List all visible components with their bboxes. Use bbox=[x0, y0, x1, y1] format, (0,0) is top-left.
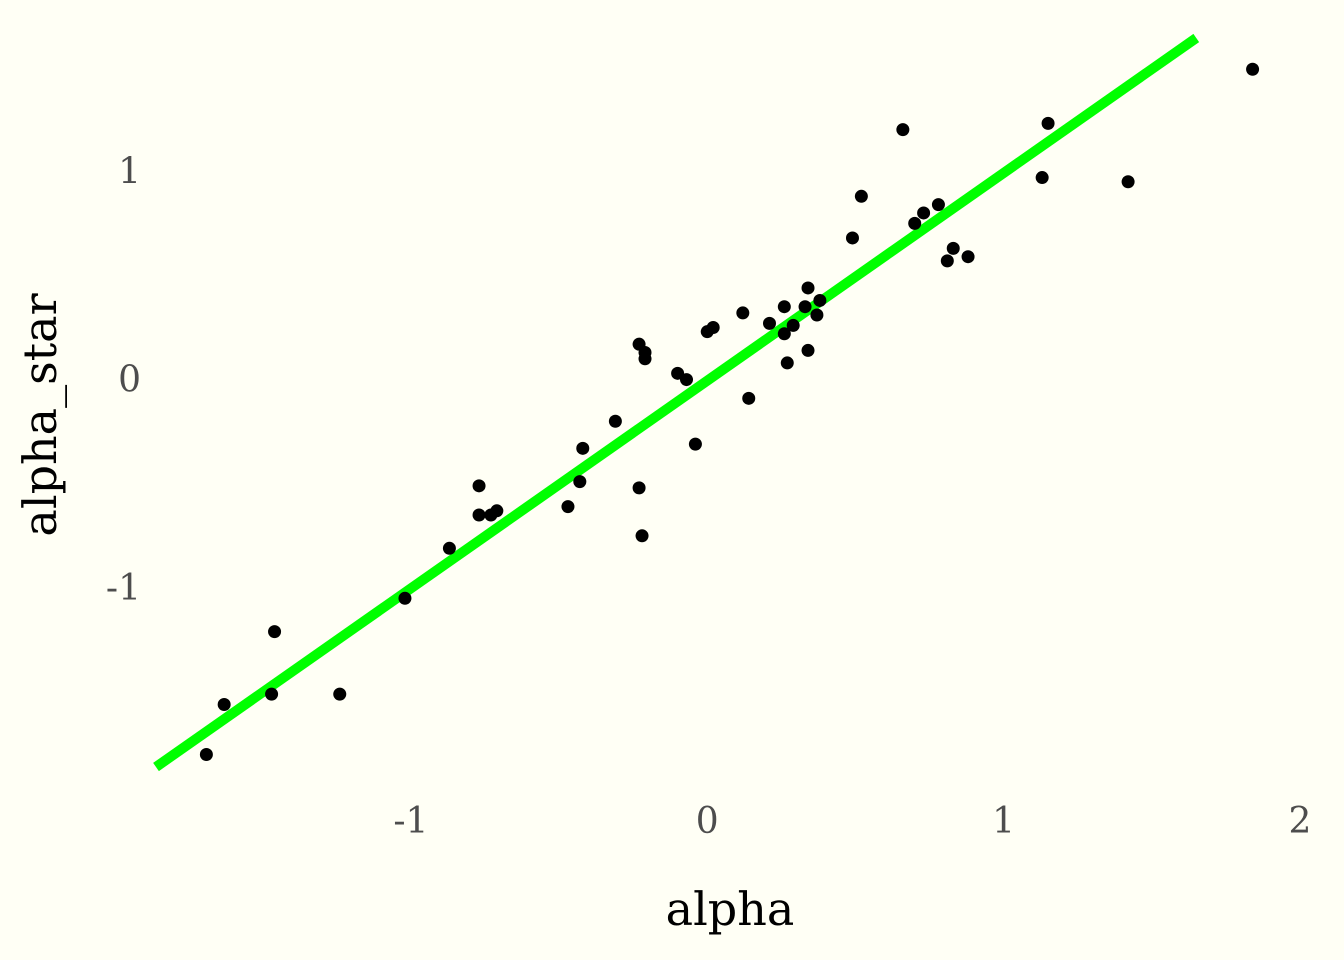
data-point bbox=[635, 529, 649, 543]
data-point bbox=[742, 391, 756, 405]
data-point bbox=[632, 481, 646, 495]
data-point bbox=[268, 625, 282, 639]
data-point bbox=[472, 479, 486, 493]
data-point bbox=[472, 508, 486, 522]
data-point bbox=[777, 327, 791, 341]
data-point bbox=[573, 475, 587, 489]
x-axis-title: alpha bbox=[666, 882, 795, 936]
data-point bbox=[801, 281, 815, 295]
fit-line bbox=[153, 33, 1200, 772]
data-point bbox=[333, 687, 347, 701]
y-tick-label: 0 bbox=[118, 360, 141, 401]
data-point bbox=[608, 414, 622, 428]
data-point bbox=[561, 500, 575, 514]
y-axis-ticks: -1 0 1 bbox=[106, 151, 141, 609]
data-point bbox=[780, 356, 794, 370]
data-point bbox=[801, 343, 815, 357]
data-point bbox=[1121, 175, 1135, 189]
data-point bbox=[442, 541, 456, 555]
data-point bbox=[706, 321, 720, 335]
data-point bbox=[398, 591, 412, 605]
data-point bbox=[940, 254, 954, 268]
x-tick-label: 2 bbox=[1289, 801, 1312, 842]
data-point bbox=[762, 316, 776, 330]
data-point bbox=[961, 250, 975, 264]
data-point bbox=[908, 216, 922, 230]
data-point bbox=[1035, 171, 1049, 185]
data-point bbox=[638, 352, 652, 366]
data-point bbox=[810, 308, 824, 322]
data-point bbox=[1041, 116, 1055, 130]
x-axis-ticks: -1 0 1 2 bbox=[393, 801, 1311, 842]
data-point bbox=[688, 437, 702, 451]
data-point bbox=[576, 441, 590, 455]
y-tick-label: -1 bbox=[106, 568, 141, 609]
data-point bbox=[798, 300, 812, 314]
data-point bbox=[265, 687, 279, 701]
y-tick-label: 1 bbox=[118, 151, 141, 192]
data-point bbox=[896, 123, 910, 137]
y-axis-title: alpha_star bbox=[13, 293, 67, 536]
data-point bbox=[946, 241, 960, 255]
x-tick-label: 1 bbox=[992, 801, 1015, 842]
data-point bbox=[199, 748, 213, 762]
data-point bbox=[917, 206, 931, 220]
fit-line-layer bbox=[153, 33, 1200, 772]
points-layer bbox=[199, 62, 1260, 762]
data-point bbox=[490, 504, 504, 518]
data-point bbox=[931, 198, 945, 212]
x-tick-label: -1 bbox=[393, 801, 428, 842]
data-point bbox=[777, 300, 791, 314]
data-point bbox=[680, 373, 694, 387]
data-point bbox=[736, 306, 750, 320]
data-point bbox=[786, 318, 800, 332]
data-point bbox=[1246, 62, 1260, 76]
x-tick-label: 0 bbox=[696, 801, 719, 842]
data-point bbox=[854, 189, 868, 203]
data-point bbox=[217, 698, 231, 712]
data-point bbox=[845, 231, 859, 245]
data-point bbox=[813, 293, 827, 307]
